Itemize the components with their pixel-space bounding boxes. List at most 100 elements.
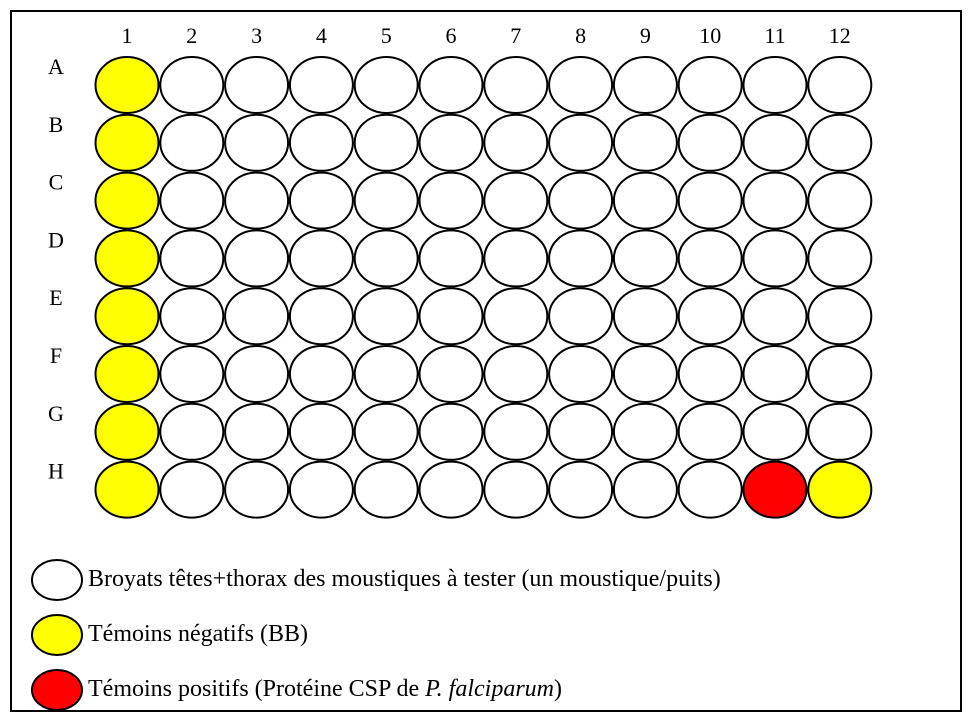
well (94, 56, 160, 114)
well (483, 56, 549, 114)
column-label: 3 (251, 23, 262, 48)
column-label: 9 (640, 23, 651, 48)
legend-text: Témoins positifs (Protéine CSP de P. fal… (88, 676, 562, 702)
well (677, 402, 743, 461)
well (418, 171, 484, 230)
legend-swatch (31, 559, 83, 601)
well (94, 171, 160, 230)
well (288, 113, 354, 172)
well (483, 171, 549, 230)
well (742, 113, 808, 172)
column-label: 5 (381, 23, 392, 48)
row-label: E (49, 285, 62, 310)
well (483, 402, 549, 461)
well (288, 171, 354, 230)
well (677, 56, 743, 114)
well (418, 229, 484, 288)
column-label: 8 (575, 23, 586, 48)
well (677, 229, 743, 288)
well (612, 287, 678, 346)
column-label: 7 (510, 23, 521, 48)
row-label: H (48, 459, 64, 484)
well (288, 345, 354, 403)
well (548, 287, 614, 346)
frame (10, 10, 962, 712)
well (742, 171, 808, 230)
well (677, 171, 743, 230)
well (353, 113, 419, 172)
well (224, 402, 290, 461)
column-label: 10 (699, 23, 721, 48)
legend-text: Broyats têtes+thorax des moustiques à te… (88, 566, 721, 592)
well (159, 345, 225, 403)
row-label: B (49, 112, 64, 137)
well (548, 56, 614, 114)
well (418, 402, 484, 461)
well (94, 345, 160, 403)
well (159, 402, 225, 461)
column-label: 4 (316, 23, 327, 48)
well (224, 171, 290, 230)
well (224, 113, 290, 172)
well (548, 460, 614, 519)
well (483, 287, 549, 346)
well (353, 56, 419, 114)
well (224, 460, 290, 519)
well (159, 287, 225, 346)
well (224, 345, 290, 403)
well (159, 56, 225, 114)
well (288, 402, 354, 461)
well (742, 460, 808, 519)
well (807, 113, 873, 172)
well (548, 402, 614, 461)
legend-text-part: ) (554, 676, 562, 702)
well (288, 56, 354, 114)
well (807, 345, 873, 403)
well (418, 287, 484, 346)
well (353, 402, 419, 461)
row-label: F (50, 343, 62, 368)
well (94, 113, 160, 172)
well (677, 460, 743, 519)
legend-swatch (31, 614, 83, 656)
well (224, 287, 290, 346)
column-label: 6 (446, 23, 457, 48)
well (548, 345, 614, 403)
row-label: C (49, 170, 64, 195)
well (742, 345, 808, 403)
well (612, 229, 678, 288)
column-label: 11 (764, 23, 785, 48)
column-label: 12 (829, 23, 851, 48)
well (807, 56, 873, 114)
legend-text-part: Broyats têtes+thorax des moustiques à te… (88, 566, 721, 592)
well (742, 402, 808, 461)
well (418, 345, 484, 403)
well (418, 460, 484, 519)
well (807, 287, 873, 346)
well (612, 171, 678, 230)
legend-text: Témoins négatifs (BB) (88, 621, 308, 647)
column-label: 2 (186, 23, 197, 48)
well (94, 229, 160, 288)
legend-swatch (31, 669, 83, 711)
well (353, 171, 419, 230)
legend-text-part: Témoins négatifs (BB) (88, 621, 308, 647)
well (483, 113, 549, 172)
well (159, 113, 225, 172)
well (483, 229, 549, 288)
well (807, 460, 873, 519)
well (548, 229, 614, 288)
well (807, 402, 873, 461)
legend-text-italic: P. falciparum (424, 676, 554, 702)
well (612, 460, 678, 519)
well (677, 287, 743, 346)
well (612, 402, 678, 461)
row-label: D (48, 227, 64, 252)
well (677, 113, 743, 172)
well (94, 287, 160, 346)
well (807, 171, 873, 230)
well (94, 402, 160, 461)
well (288, 460, 354, 519)
well (612, 113, 678, 172)
well (612, 345, 678, 403)
